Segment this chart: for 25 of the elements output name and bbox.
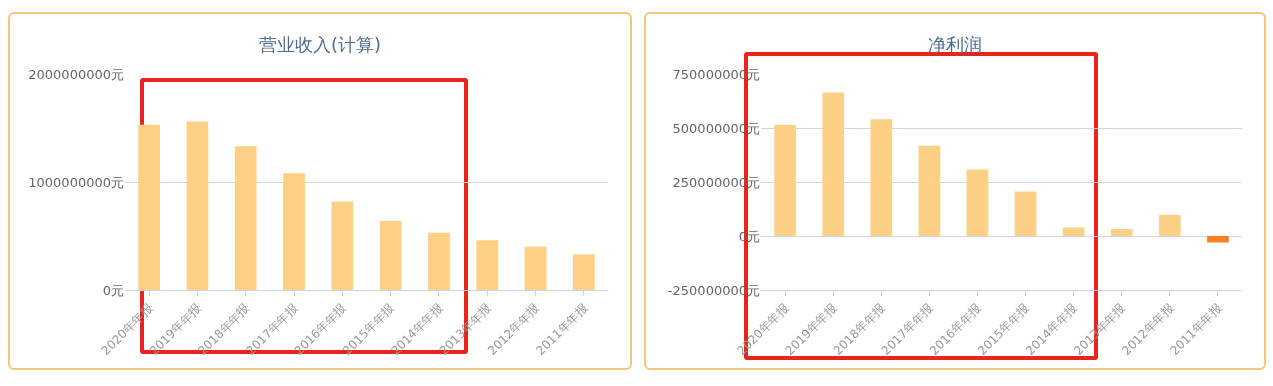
- bar: [966, 169, 989, 236]
- bar: [476, 240, 499, 290]
- bar: [822, 92, 844, 236]
- bar: [1207, 236, 1229, 243]
- bar: [283, 173, 305, 290]
- y-tick-label: 1000000000元: [28, 174, 124, 190]
- bar: [428, 232, 450, 290]
- y-tick-label: 2000000000元: [28, 66, 124, 82]
- bar: [1062, 227, 1085, 236]
- bar: [774, 124, 796, 236]
- bar: [572, 254, 595, 290]
- bar: [1014, 191, 1037, 236]
- bar: [1159, 214, 1181, 236]
- bar: [234, 146, 257, 290]
- y-tick-label: 0元: [102, 282, 124, 298]
- bar: [331, 201, 354, 290]
- chart-title: 净利润: [928, 34, 982, 56]
- chart-title: 营业收入(计算): [258, 34, 382, 56]
- bar: [870, 119, 893, 236]
- bar: [918, 145, 941, 236]
- bar: [138, 124, 161, 290]
- bar: [1110, 229, 1133, 236]
- bar: [379, 220, 402, 290]
- bar: [524, 246, 547, 290]
- bar: [186, 121, 209, 290]
